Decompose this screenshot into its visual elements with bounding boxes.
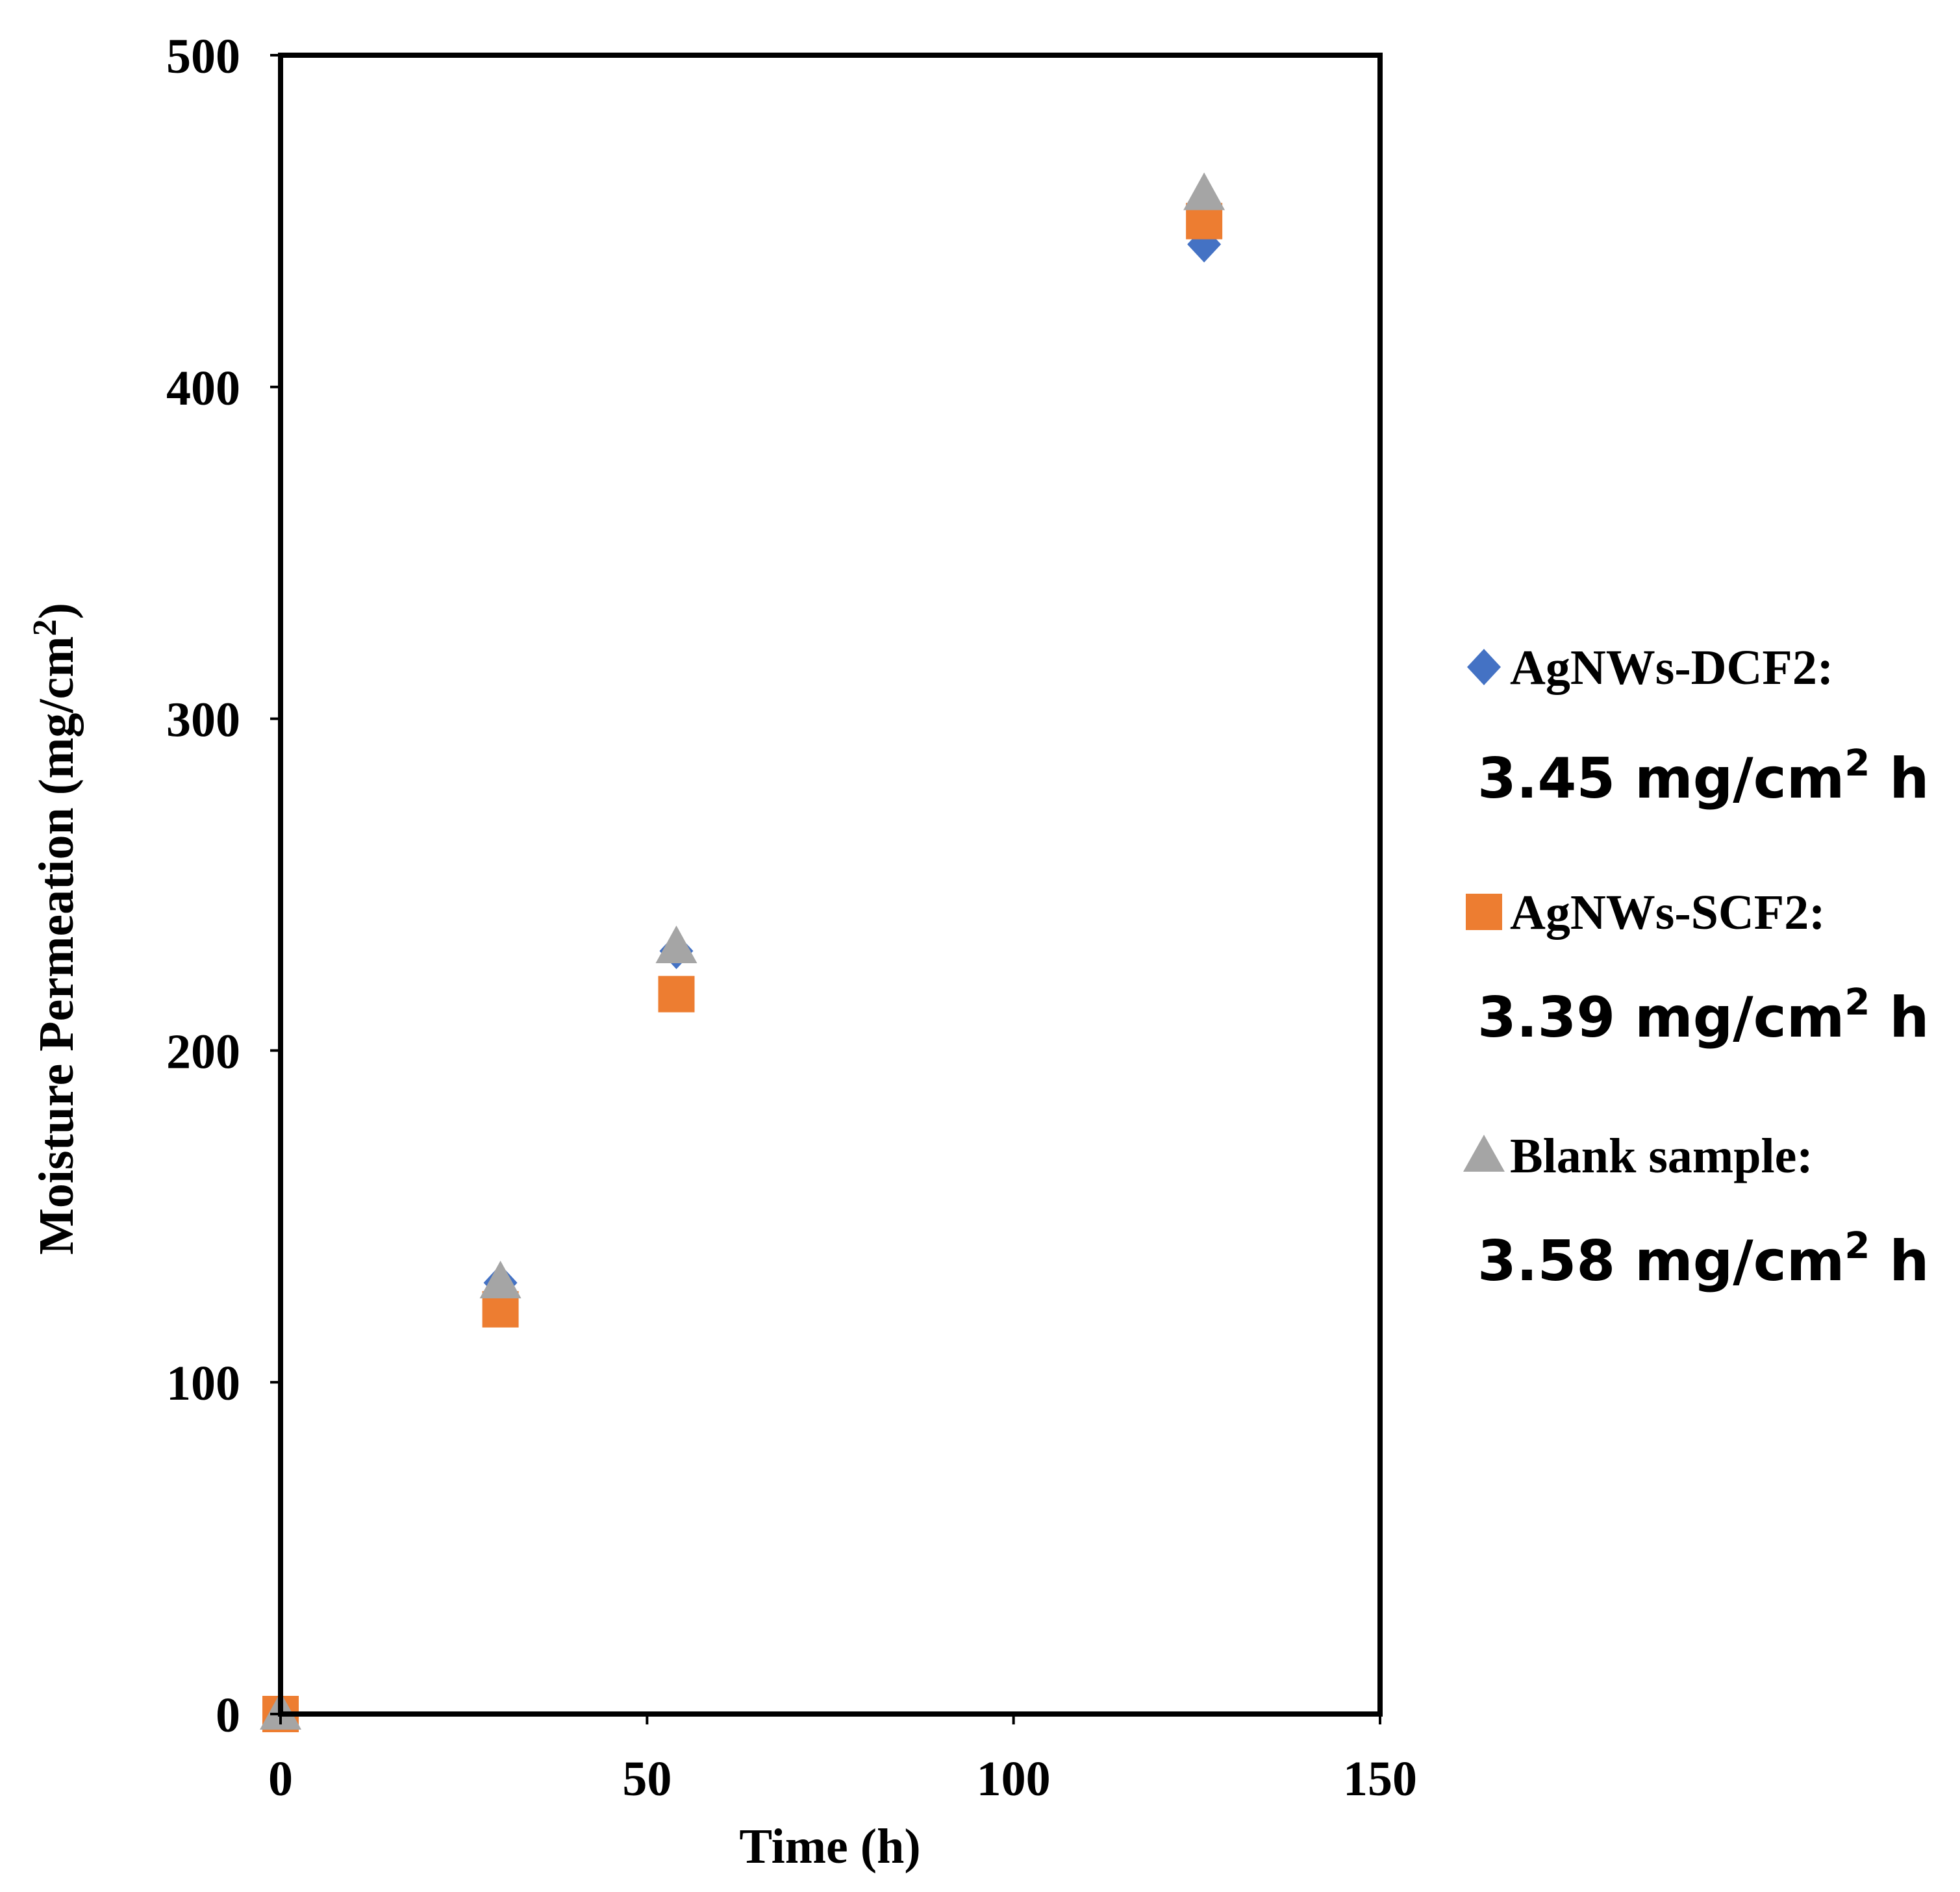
data-marks <box>260 172 1225 1732</box>
legend-entry-agnws-dcf2: AgNWs-DCF2: 3.45 mg/cm2 h <box>1467 640 1929 811</box>
x-axis-title: Time (h) <box>739 1819 920 1874</box>
data-point-blank-sample <box>1183 172 1225 210</box>
legend-marker-diamond <box>1467 649 1501 685</box>
data-point-blank-sample <box>479 1260 521 1298</box>
y-axis-title: Moisture Permeation (mg/cm2) <box>27 603 84 1255</box>
y-tick-label: 100 <box>166 1356 240 1411</box>
legend-label: AgNWs-DCF2: <box>1510 640 1833 695</box>
data-point-agnws-scf2 <box>658 976 695 1013</box>
y-tick-label: 500 <box>166 29 240 84</box>
y-tick-label: 300 <box>166 693 240 748</box>
axis-ticks: 0 100 200 300 400 500 0 50 100 150 <box>166 29 1417 1806</box>
y-tick-label: 0 <box>216 1688 240 1743</box>
legend-entry-agnws-scf2: AgNWs-SCF2: 3.39 mg/cm2 h <box>1466 885 1929 1050</box>
legend-label: Blank sample: <box>1510 1129 1813 1183</box>
legend-marker-square <box>1466 894 1502 930</box>
x-tick-label: 100 <box>977 1752 1051 1806</box>
legend-label: AgNWs-SCF2: <box>1510 885 1826 940</box>
plot-area-border <box>278 53 1383 1717</box>
legend-entry-blank-sample: Blank sample: 3.58 mg/cm2 h <box>1463 1129 1929 1294</box>
legend: AgNWs-DCF2: 3.45 mg/cm2 h AgNWs-SCF2: 3.… <box>1463 640 1929 1294</box>
x-tick-label: 50 <box>622 1752 672 1806</box>
y-tick-label: 400 <box>166 361 240 416</box>
y-tick-label: 200 <box>166 1024 240 1079</box>
legend-rate: 3.45 mg/cm2 h <box>1477 742 1929 811</box>
data-point-blank-sample <box>655 926 697 964</box>
x-tick-label: 150 <box>1343 1752 1417 1806</box>
legend-marker-triangle <box>1463 1135 1505 1172</box>
legend-rate: 3.39 mg/cm2 h <box>1477 981 1929 1050</box>
x-tick-label: 0 <box>268 1752 293 1806</box>
legend-rate: 3.58 mg/cm2 h <box>1477 1225 1929 1294</box>
